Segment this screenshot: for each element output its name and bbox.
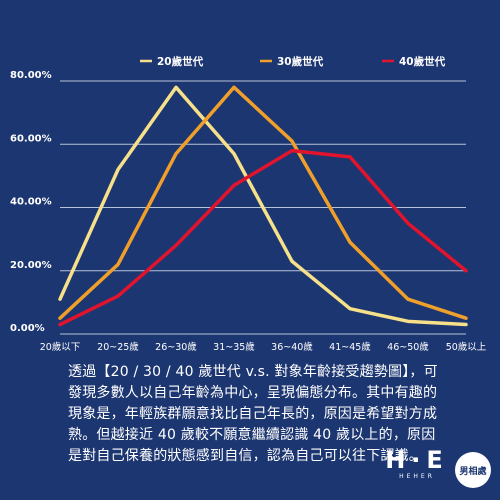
y-tick-label: 80.00% bbox=[10, 70, 52, 81]
he-logo: H·E HEHER bbox=[383, 447, 451, 481]
y-tick-label: 20.00% bbox=[10, 260, 52, 271]
x-tick-label: 26~30歲 bbox=[155, 341, 197, 353]
legend: 20歲世代 30歲世代 40歲世代 bbox=[140, 55, 446, 68]
series-line bbox=[58, 85, 468, 320]
legend-label: 20歲世代 bbox=[157, 55, 204, 68]
x-tick-label: 41~45歲 bbox=[329, 341, 371, 353]
x-tick-label: 46~50歲 bbox=[387, 341, 429, 353]
brand-circle-logo: 男相處 bbox=[455, 452, 491, 488]
x-tick-label: 20~25歲 bbox=[97, 341, 139, 353]
legend-label: 40歲世代 bbox=[399, 55, 446, 68]
he-logo-subtext: HEHER bbox=[399, 473, 435, 480]
line-chart: 20歲世代 30歲世代 40歲世代 0.00% 20.00% 40.00% 60.00% 8… bbox=[10, 55, 487, 353]
caption-text: 透過【20 / 30 / 40 歲世代 v.s. 對象年齡接受趨勢圖】，可發現多… bbox=[68, 364, 438, 464]
x-tick-label: 31~35歲 bbox=[213, 341, 255, 353]
y-tick-label: 0.00% bbox=[10, 323, 45, 334]
y-tick-label: 60.00% bbox=[10, 133, 52, 144]
y-axis-ticks: 0.00% 20.00% 40.00% 60.00% 80.00% bbox=[10, 70, 52, 334]
series-lines bbox=[58, 85, 468, 327]
x-tick-label: 20歲以下 bbox=[40, 341, 81, 353]
series-line bbox=[58, 85, 468, 327]
x-tick-label: 36~40歲 bbox=[271, 341, 313, 353]
x-tick-label: 50歲以上 bbox=[446, 341, 487, 353]
x-axis-ticks: 20歲以下 20~25歲 26~30歲 31~35歲 36~40歲 41~45歲 46~50… bbox=[40, 341, 487, 353]
legend-label: 30歲世代 bbox=[277, 55, 324, 68]
y-tick-label: 40.00% bbox=[10, 197, 52, 208]
series-line bbox=[58, 148, 468, 327]
he-logo-mark: H·E bbox=[385, 446, 449, 474]
